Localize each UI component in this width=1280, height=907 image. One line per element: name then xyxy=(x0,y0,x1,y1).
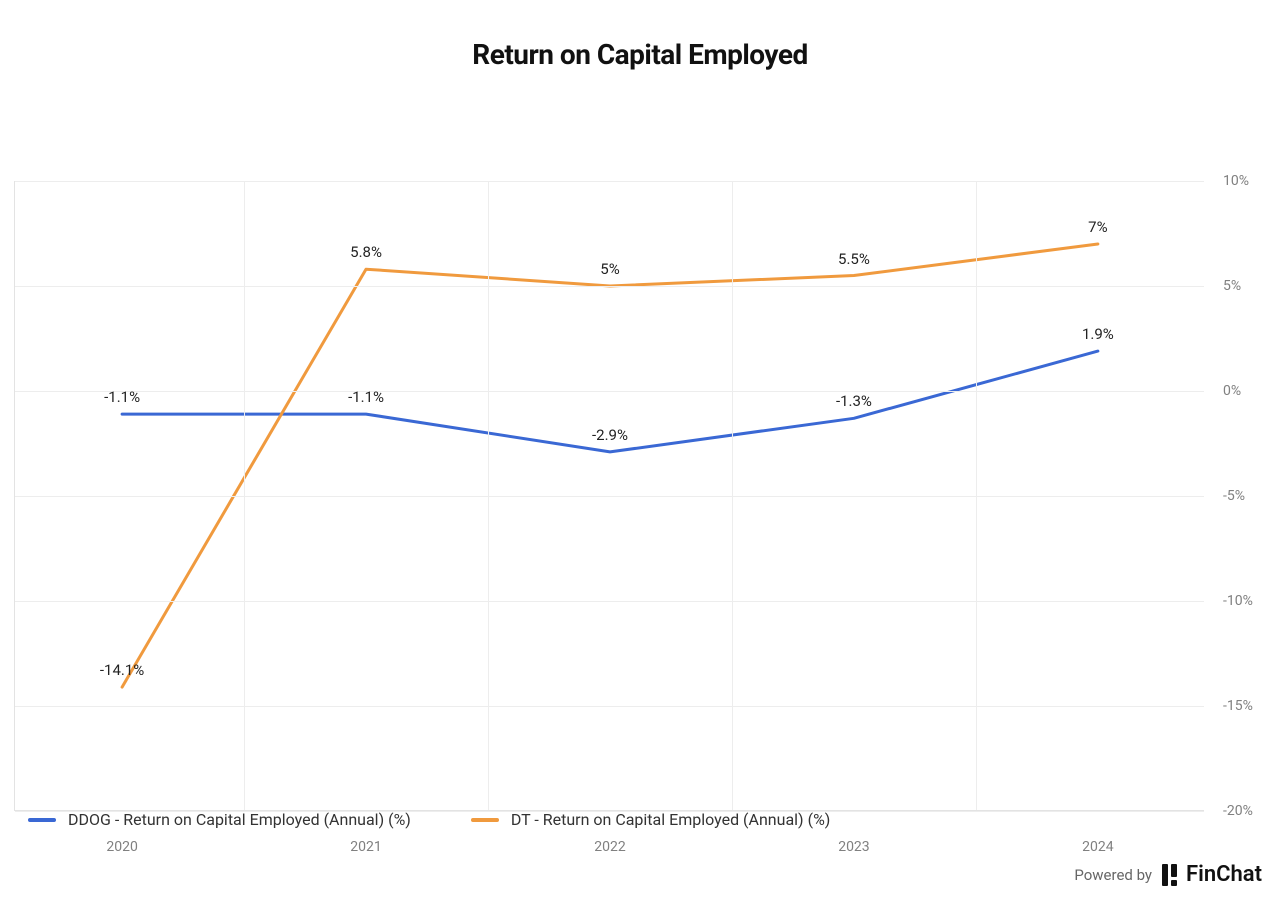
legend-label: DT - Return on Capital Employed (Annual)… xyxy=(511,810,830,829)
legend-swatch-icon xyxy=(28,818,56,822)
y-tick-label: -15% xyxy=(1223,698,1253,714)
x-tick-label: 2021 xyxy=(350,839,381,855)
powered-by: Powered by FinChat xyxy=(1074,862,1262,887)
point-label: -14.1% xyxy=(100,661,144,679)
gridline xyxy=(15,181,1204,182)
vgridline xyxy=(732,181,733,810)
legend: DDOG - Return on Capital Employed (Annua… xyxy=(28,810,830,829)
point-label: 7% xyxy=(1088,218,1107,236)
legend-swatch-icon xyxy=(471,818,499,822)
x-tick-label: 2024 xyxy=(1082,839,1113,855)
y-tick-label: 5% xyxy=(1223,278,1241,294)
point-label: -2.9% xyxy=(592,426,628,444)
point-label: 5.8% xyxy=(350,243,382,261)
finchat-mark-icon xyxy=(1162,864,1180,886)
point-label: -1.3% xyxy=(836,392,872,410)
finchat-brand: FinChat xyxy=(1186,862,1262,887)
y-tick-label: -5% xyxy=(1223,488,1245,504)
point-label: -1.1% xyxy=(348,388,384,406)
legend-item-ddog: DDOG - Return on Capital Employed (Annua… xyxy=(28,810,411,829)
finchat-logo: FinChat xyxy=(1162,862,1262,887)
vgridline xyxy=(244,181,245,810)
series-line-dt xyxy=(122,244,1098,687)
gridline xyxy=(15,601,1204,602)
x-tick-label: 2020 xyxy=(106,839,137,855)
legend-item-dt: DT - Return on Capital Employed (Annual)… xyxy=(471,810,830,829)
x-tick-label: 2022 xyxy=(594,839,625,855)
point-label: 5% xyxy=(600,260,619,278)
legend-label: DDOG - Return on Capital Employed (Annua… xyxy=(68,810,411,829)
gridline xyxy=(15,286,1204,287)
y-tick-label: 0% xyxy=(1223,383,1241,399)
chart-title: Return on Capital Employed xyxy=(0,0,1280,71)
plot-area: 10%5%0%-5%-10%-15%-20%202020212022202320… xyxy=(14,181,1204,811)
gridline xyxy=(15,706,1204,707)
powered-prefix: Powered by xyxy=(1074,866,1152,884)
gridline xyxy=(15,496,1204,497)
y-tick-label: -10% xyxy=(1223,593,1253,609)
vgridline xyxy=(488,181,489,810)
point-label: 5.5% xyxy=(838,250,870,268)
point-label: -1.1% xyxy=(104,388,140,406)
x-tick-label: 2023 xyxy=(838,839,869,855)
gridline xyxy=(15,391,1204,392)
y-tick-label: -20% xyxy=(1223,803,1253,819)
point-label: 1.9% xyxy=(1082,325,1114,343)
y-tick-label: 10% xyxy=(1223,173,1249,189)
vgridline xyxy=(976,181,977,810)
